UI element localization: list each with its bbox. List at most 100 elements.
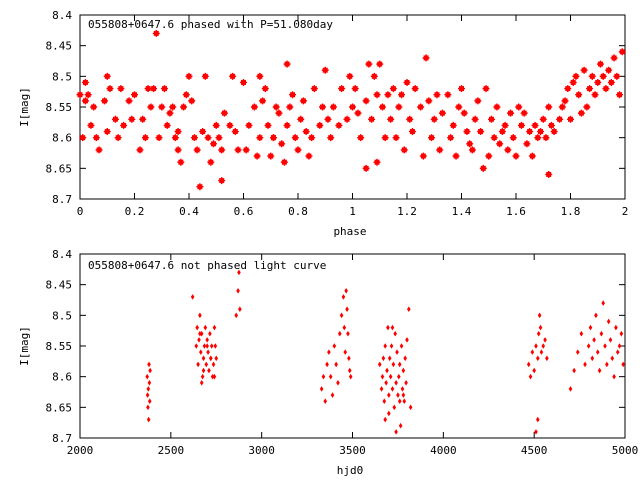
- phased-data-point: [305, 152, 313, 160]
- phased-data-point: [169, 103, 177, 111]
- unphased-data-point: [382, 398, 387, 404]
- unphased-data-point: [398, 422, 403, 429]
- unphased-data-point: [211, 361, 216, 368]
- phased-data-point: [392, 134, 400, 142]
- phased-data-point: [141, 134, 149, 142]
- unphased-data-point: [205, 337, 209, 343]
- phased-data-point: [158, 103, 166, 111]
- phased-data-point: [310, 85, 318, 93]
- phased-data-point: [117, 85, 125, 93]
- phased-data-point: [185, 72, 193, 80]
- phased-data-point: [512, 152, 520, 160]
- phased-data-point: [111, 115, 119, 123]
- phased-data-point: [474, 97, 482, 105]
- phased-data-point: [218, 146, 226, 154]
- phased-data-point: [466, 140, 474, 148]
- unphased-chart-title: 055808+0647.6 not phased light curve: [88, 259, 326, 272]
- unphased-data-point: [575, 349, 580, 355]
- phased-data-point: [504, 146, 512, 154]
- unphased-data-point: [545, 355, 549, 362]
- phased-data-point: [166, 109, 174, 117]
- unphased-data-point: [205, 343, 209, 349]
- phased-data-point: [335, 121, 343, 129]
- unphased-data-point: [199, 380, 204, 386]
- unphased-data-point: [147, 380, 152, 386]
- phased-data-point: [387, 115, 395, 123]
- phased-data-point: [591, 91, 599, 99]
- phased-data-point: [259, 97, 267, 105]
- phased-data-point: [278, 140, 286, 148]
- phased-data-point: [90, 103, 98, 111]
- phased-x-tick-label: 1.8: [561, 205, 581, 218]
- unphased-data-point: [234, 312, 239, 319]
- phased-data-point: [452, 152, 460, 160]
- unphased-data-point: [615, 349, 620, 355]
- phased-x-tick-label: 0.2: [125, 205, 145, 218]
- phased-data-point: [351, 85, 359, 93]
- unphased-data-point: [568, 386, 573, 392]
- unphased-data-point: [339, 312, 344, 319]
- unphased-data-point: [619, 330, 624, 337]
- unphased-data-point: [198, 330, 202, 337]
- phased-data-point: [264, 121, 272, 129]
- unphased-data-point: [145, 392, 150, 398]
- unphased-data-point: [597, 367, 602, 374]
- phased-data-point: [586, 85, 594, 93]
- phased-data-point: [87, 121, 95, 129]
- phased-data-point: [120, 121, 128, 129]
- phased-data-point: [550, 128, 558, 136]
- phased-data-point: [455, 103, 463, 111]
- unphased-data-point: [404, 380, 408, 386]
- phased-data-point: [569, 78, 577, 86]
- phased-data-point: [212, 121, 220, 129]
- phased-x-tick-label: 1.4: [452, 205, 472, 218]
- unphased-data-point: [203, 324, 208, 331]
- unphased-data-point: [621, 361, 625, 368]
- phased-data-point: [564, 85, 572, 93]
- unphased-data-point: [195, 324, 199, 331]
- phased-data-point: [444, 91, 452, 99]
- unphased-x-tick-label: 5000: [612, 444, 639, 457]
- unphased-data-point: [614, 324, 618, 331]
- unphased-data-point: [206, 349, 210, 355]
- phased-data-point: [155, 134, 163, 142]
- phased-data-point: [373, 91, 381, 99]
- phased-data-point: [256, 72, 264, 80]
- phased-x-tick-label: 0.6: [234, 205, 254, 218]
- phased-x-tick-label: 1.2: [397, 205, 417, 218]
- unphased-data-point: [400, 386, 405, 392]
- phased-data-point: [163, 121, 171, 129]
- unphased-data-point: [209, 355, 213, 362]
- unphased-data-points: [145, 269, 625, 435]
- unphased-data-point: [146, 386, 151, 392]
- phased-data-point: [204, 134, 212, 142]
- phased-data-point: [196, 183, 204, 191]
- unphased-data-point: [605, 361, 609, 368]
- phased-y-tick-label: 8.65: [46, 162, 73, 175]
- phased-data-point: [201, 72, 209, 80]
- phased-data-point: [468, 146, 476, 154]
- phased-data-point: [128, 115, 136, 123]
- phased-data-point: [479, 164, 487, 172]
- unphased-x-tick-label: 4000: [430, 444, 457, 457]
- unphased-data-point: [572, 367, 576, 374]
- phased-data-point: [594, 78, 602, 86]
- unphased-data-point: [194, 343, 199, 349]
- phased-data-point: [471, 115, 479, 123]
- phased-data-point: [610, 54, 618, 62]
- unphased-data-point: [402, 398, 407, 404]
- phased-data-point: [515, 103, 523, 111]
- unphased-data-point: [383, 343, 387, 349]
- phased-data-point: [327, 134, 335, 142]
- phased-data-point: [422, 54, 430, 62]
- unphased-data-point: [595, 349, 600, 355]
- phased-data-point: [81, 78, 89, 86]
- phased-data-point: [289, 91, 297, 99]
- phased-data-point: [542, 134, 550, 142]
- unphased-x-axis-label: hjd0: [337, 464, 364, 477]
- phased-data-point: [136, 146, 144, 154]
- phased-data-point: [147, 103, 155, 111]
- unphased-data-point: [401, 392, 406, 398]
- unphased-data-point: [146, 416, 151, 423]
